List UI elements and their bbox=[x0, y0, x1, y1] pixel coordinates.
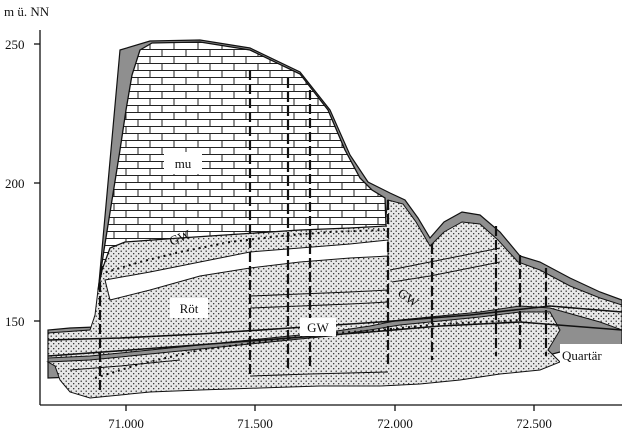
y-tick-label-250: 250 bbox=[5, 37, 25, 52]
y-tick-label-200: 200 bbox=[5, 176, 25, 191]
groundwater-line-lower bbox=[94, 319, 521, 379]
label-mu-group: mu bbox=[164, 152, 202, 174]
label-gw-lower: GW bbox=[307, 320, 329, 335]
label-quartaer-group: Quartär bbox=[560, 344, 622, 366]
label-mu: mu bbox=[175, 156, 192, 171]
label-roet-group: Röt bbox=[170, 298, 208, 318]
x-tick-label-72000: 72.000 bbox=[377, 416, 413, 431]
label-quartaer: Quartär bbox=[562, 348, 602, 363]
x-tick-label-72500: 72.500 bbox=[516, 416, 552, 431]
y-tick-label-150: 150 bbox=[5, 314, 25, 329]
label-roet: Röt bbox=[180, 301, 199, 316]
x-tick-label-71500: 71.500 bbox=[237, 416, 273, 431]
x-axis: 71.000 71.500 72.000 72.500 bbox=[40, 404, 622, 431]
y-axis: m ü. NN 250 200 150 bbox=[4, 4, 50, 405]
groundwater-line-upper bbox=[99, 229, 386, 275]
label-gw-lower-group: GW bbox=[300, 318, 336, 336]
x-tick-label-71000: 71.000 bbox=[108, 416, 144, 431]
y-unit-label: m ü. NN bbox=[4, 4, 50, 19]
muschelkalk-limestone bbox=[97, 41, 387, 291]
